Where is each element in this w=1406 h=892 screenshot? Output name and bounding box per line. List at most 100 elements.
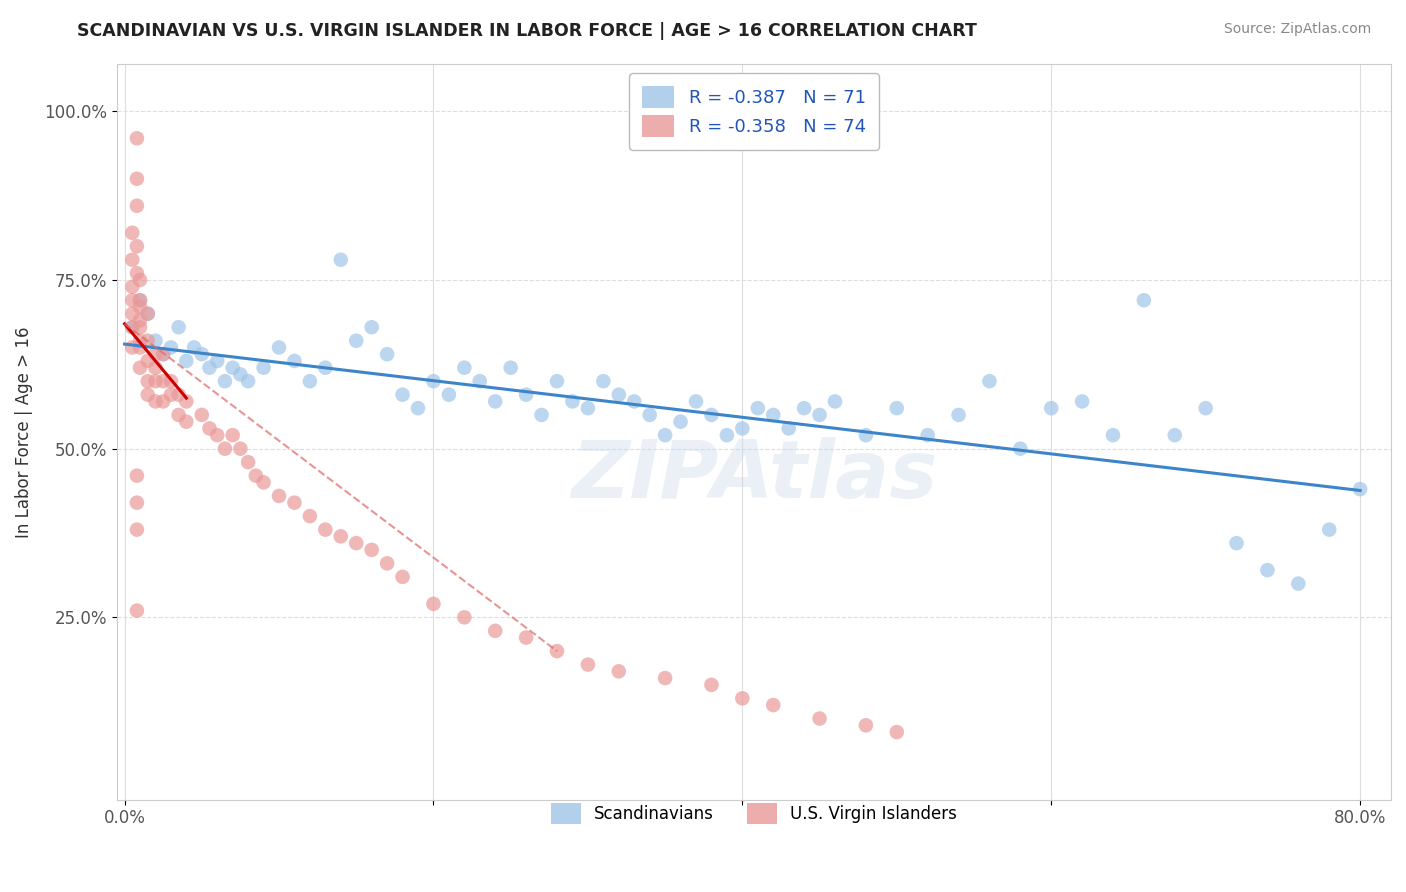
Point (406, 401, 429, 416)
Point (530, 408, 553, 422)
Point (484, 394, 506, 409)
Point (145, 360, 167, 375)
Point (136, 334, 159, 348)
Point (129, 360, 152, 375)
Point (214, 442, 236, 456)
Point (121, 252, 143, 267)
Point (422, 374, 444, 388)
Point (121, 293, 143, 308)
Point (515, 387, 537, 401)
Point (700, 408, 723, 422)
Point (152, 394, 174, 409)
Point (136, 354, 159, 368)
Point (808, 408, 831, 422)
Point (344, 334, 367, 348)
Point (125, 468, 148, 483)
Point (1317, 523, 1340, 537)
Point (515, 631, 537, 645)
Point (1225, 536, 1247, 550)
Point (191, 408, 214, 422)
Point (160, 374, 183, 388)
Point (1164, 428, 1187, 442)
Point (183, 341, 205, 355)
Point (145, 347, 167, 361)
Point (252, 360, 274, 375)
Point (167, 387, 190, 401)
Point (267, 489, 290, 503)
Point (607, 387, 630, 401)
Point (125, 199, 148, 213)
Point (546, 374, 568, 388)
Point (229, 442, 252, 456)
Point (886, 725, 908, 739)
Point (160, 341, 183, 355)
Point (205, 354, 228, 368)
Point (808, 712, 831, 726)
Point (125, 495, 148, 509)
Point (1040, 401, 1063, 416)
Point (375, 347, 398, 361)
Point (298, 374, 321, 388)
Point (129, 313, 152, 327)
Point (360, 542, 382, 557)
Point (191, 347, 214, 361)
Point (129, 341, 152, 355)
Point (167, 408, 190, 422)
Point (136, 374, 159, 388)
Point (267, 341, 290, 355)
Point (136, 307, 159, 321)
Point (685, 394, 707, 409)
Point (422, 597, 444, 611)
Point (236, 374, 259, 388)
Point (167, 320, 190, 334)
Point (793, 401, 815, 416)
Point (1133, 293, 1156, 308)
Point (391, 387, 413, 401)
Point (245, 468, 267, 483)
Point (669, 415, 692, 429)
Point (221, 360, 243, 375)
Point (283, 495, 305, 509)
Point (314, 523, 336, 537)
Y-axis label: In Labor Force | Age > 16: In Labor Force | Age > 16 (15, 326, 32, 538)
Point (1010, 442, 1032, 456)
Point (176, 354, 198, 368)
Point (623, 394, 645, 409)
Point (283, 354, 305, 368)
Point (654, 671, 676, 685)
Point (176, 394, 198, 409)
Point (1071, 394, 1094, 409)
Point (125, 239, 148, 253)
Point (762, 698, 785, 712)
Point (298, 509, 321, 524)
Text: SCANDINAVIAN VS U.S. VIRGIN ISLANDER IN LABOR FORCE | AGE > 16 CORRELATION CHART: SCANDINAVIAN VS U.S. VIRGIN ISLANDER IN … (77, 22, 977, 40)
Point (453, 610, 475, 624)
Point (125, 131, 148, 145)
Point (121, 320, 143, 334)
Point (731, 421, 754, 435)
Point (136, 307, 159, 321)
Point (344, 536, 367, 550)
Point (205, 428, 228, 442)
Point (716, 428, 738, 442)
Point (136, 387, 159, 401)
Point (484, 624, 506, 638)
Point (221, 428, 243, 442)
Point (129, 273, 152, 287)
Point (1195, 401, 1218, 416)
Point (329, 529, 352, 543)
Point (855, 718, 877, 732)
Point (152, 347, 174, 361)
Point (125, 171, 148, 186)
Point (145, 394, 167, 409)
Point (214, 374, 236, 388)
Point (576, 657, 599, 672)
Point (176, 415, 198, 429)
Point (561, 394, 583, 409)
Point (762, 408, 785, 422)
Point (824, 394, 846, 409)
Point (948, 408, 970, 422)
Text: Source: ZipAtlas.com: Source: ZipAtlas.com (1223, 22, 1371, 37)
Point (121, 226, 143, 240)
Point (391, 570, 413, 584)
